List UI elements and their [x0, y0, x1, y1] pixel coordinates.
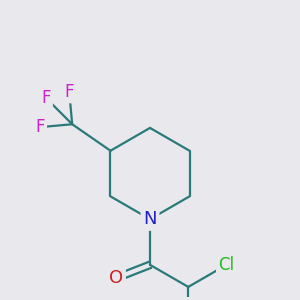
Text: F: F — [41, 89, 50, 107]
Text: N: N — [143, 210, 157, 228]
Text: F: F — [64, 83, 74, 101]
Text: Cl: Cl — [218, 256, 235, 274]
Text: F: F — [35, 118, 45, 136]
Text: O: O — [109, 269, 123, 287]
